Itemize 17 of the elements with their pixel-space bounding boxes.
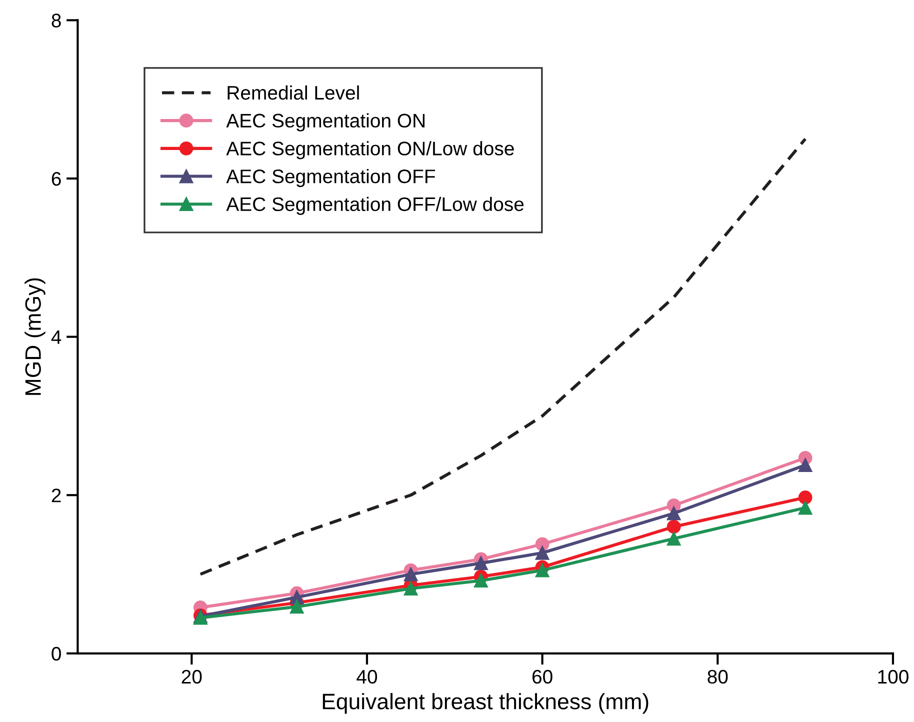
x-tick-label: 100: [878, 670, 908, 684]
legend-label: AEC Segmentation ON: [226, 113, 425, 132]
x-tick-label: 60: [532, 670, 552, 684]
legend-label: AEC Segmentation OFF/Low dose: [226, 196, 524, 215]
y-tick-label: 0: [52, 646, 61, 661]
y-tick-label: 6: [52, 172, 61, 186]
x-tick-label: 20: [182, 670, 202, 684]
y-tick-label: 4: [51, 330, 62, 344]
y-tick-label: 2: [52, 488, 61, 502]
y-tick-label: 8: [52, 14, 61, 28]
y-axis-title: MGD (mGy): [24, 278, 46, 395]
legend-label: AEC Segmentation ON/Low dose: [226, 141, 514, 160]
x-tick-label: 40: [356, 670, 378, 684]
legend-label: Remedial Level: [228, 85, 359, 100]
x-axis-title: Equivalent breast thickness (mm): [322, 693, 648, 714]
x-tick-label: 80: [708, 670, 728, 684]
legend-label: AEC Segmentation OFF: [226, 168, 436, 188]
